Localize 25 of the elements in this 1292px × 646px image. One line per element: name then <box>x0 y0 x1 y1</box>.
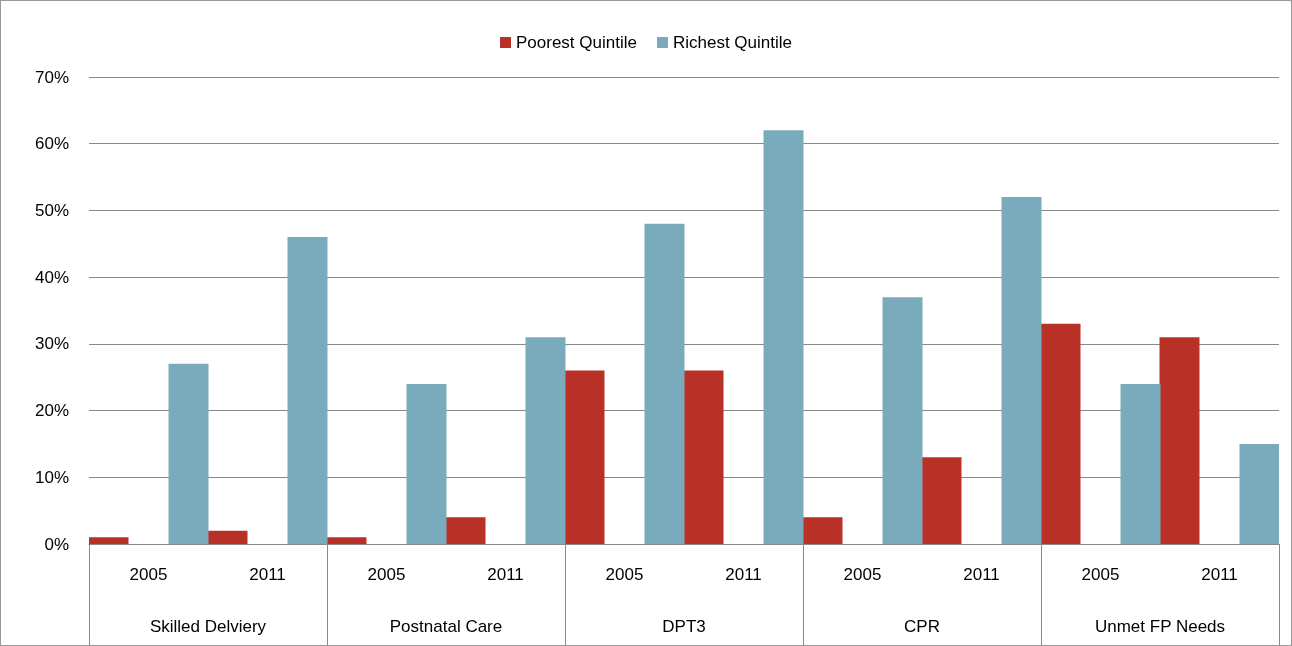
y-tick-label: 20% <box>34 401 69 421</box>
text: CPR <box>904 617 940 636</box>
y-tick-label: 60% <box>34 134 69 154</box>
legend-label: Richest Quintile <box>672 33 793 52</box>
y-tick-label: 50% <box>34 200 69 220</box>
text: Skilled Delviery <box>149 617 267 636</box>
text: Postnatal Care <box>389 617 503 636</box>
x-tick-label: 2011 <box>1201 565 1238 584</box>
x-tick-label: 2011 <box>249 565 286 584</box>
text: DPT3 <box>662 617 706 636</box>
x-tick-label: 2005 <box>1081 565 1120 584</box>
legend-label: Poorest Quintile <box>516 33 637 52</box>
y-tick-label: 40% <box>34 267 69 287</box>
y-tick-label: 30% <box>34 334 69 354</box>
x-tick-label: 2011 <box>963 565 1000 584</box>
x-tick-label: 2005 <box>843 565 882 584</box>
x-tick-label: 2005 <box>367 565 406 584</box>
y-tick-label: 10% <box>34 467 69 487</box>
x-tick-label: 2005 <box>605 565 644 584</box>
x-tick-label: 2005 <box>129 565 168 584</box>
y-tick-label: 0% <box>44 534 69 554</box>
text: Unmet FP Needs <box>1094 617 1226 636</box>
y-tick-label: 70% <box>34 67 69 87</box>
x-tick-label: 2011 <box>487 565 524 584</box>
x-tick-label: 2011 <box>725 565 762 584</box>
